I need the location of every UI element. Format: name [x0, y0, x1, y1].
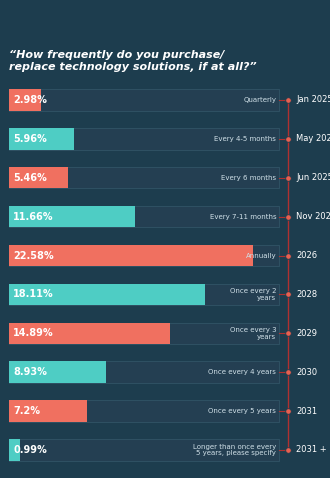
- Bar: [9, 128, 74, 150]
- Bar: [9, 401, 87, 422]
- Bar: [9, 206, 135, 228]
- Text: 2031 +: 2031 +: [296, 445, 327, 455]
- Text: 0.99%: 0.99%: [13, 445, 47, 455]
- Text: May 2025: May 2025: [296, 134, 330, 143]
- Bar: [9, 167, 279, 188]
- Text: Once every 3
years: Once every 3 years: [230, 327, 276, 340]
- Bar: [9, 89, 42, 111]
- Bar: [9, 128, 279, 150]
- Bar: [9, 361, 106, 383]
- Text: “How frequently do you purchase/
replace technology solutions, if at all?”: “How frequently do you purchase/ replace…: [9, 50, 257, 72]
- Bar: [9, 361, 279, 383]
- Text: Jan 2025: Jan 2025: [296, 96, 330, 105]
- Text: Nov 2025: Nov 2025: [296, 212, 330, 221]
- Text: Annually: Annually: [246, 252, 276, 259]
- Text: 2.98%: 2.98%: [13, 95, 47, 105]
- Bar: [9, 439, 279, 461]
- Text: 2031: 2031: [296, 407, 317, 415]
- Bar: [9, 401, 279, 422]
- Text: 5.96%: 5.96%: [13, 134, 47, 144]
- Text: 7.2%: 7.2%: [13, 406, 40, 416]
- Text: 2030: 2030: [296, 368, 317, 377]
- Text: Once every 5 years: Once every 5 years: [208, 408, 276, 414]
- Bar: [9, 245, 279, 266]
- Text: Every 6 months: Every 6 months: [221, 175, 276, 181]
- Text: 11.66%: 11.66%: [13, 212, 54, 222]
- Text: Every 4-5 months: Every 4-5 months: [214, 136, 276, 142]
- Bar: [9, 245, 253, 266]
- Bar: [9, 323, 170, 344]
- Text: 14.89%: 14.89%: [13, 328, 54, 338]
- Text: 2029: 2029: [296, 329, 317, 338]
- Bar: [9, 167, 68, 188]
- Bar: [9, 89, 279, 111]
- Bar: [9, 284, 279, 305]
- Bar: [9, 206, 279, 228]
- Text: Jun 2025: Jun 2025: [296, 173, 330, 182]
- Bar: [9, 284, 205, 305]
- Bar: [9, 323, 279, 344]
- Text: 2028: 2028: [296, 290, 317, 299]
- Text: Quarterly: Quarterly: [243, 97, 276, 103]
- Bar: [9, 439, 20, 461]
- Text: Once every 2
years: Once every 2 years: [230, 288, 276, 301]
- Text: Longer than once every
5 years, please specify: Longer than once every 5 years, please s…: [193, 444, 276, 456]
- Text: 5.46%: 5.46%: [13, 173, 47, 183]
- Text: 18.11%: 18.11%: [13, 289, 54, 299]
- Text: Once every 4 years: Once every 4 years: [208, 369, 276, 375]
- Text: 22.58%: 22.58%: [13, 250, 54, 261]
- Text: 8.93%: 8.93%: [13, 367, 47, 377]
- Text: Every 7-11 months: Every 7-11 months: [210, 214, 276, 219]
- Text: 2026: 2026: [296, 251, 317, 260]
